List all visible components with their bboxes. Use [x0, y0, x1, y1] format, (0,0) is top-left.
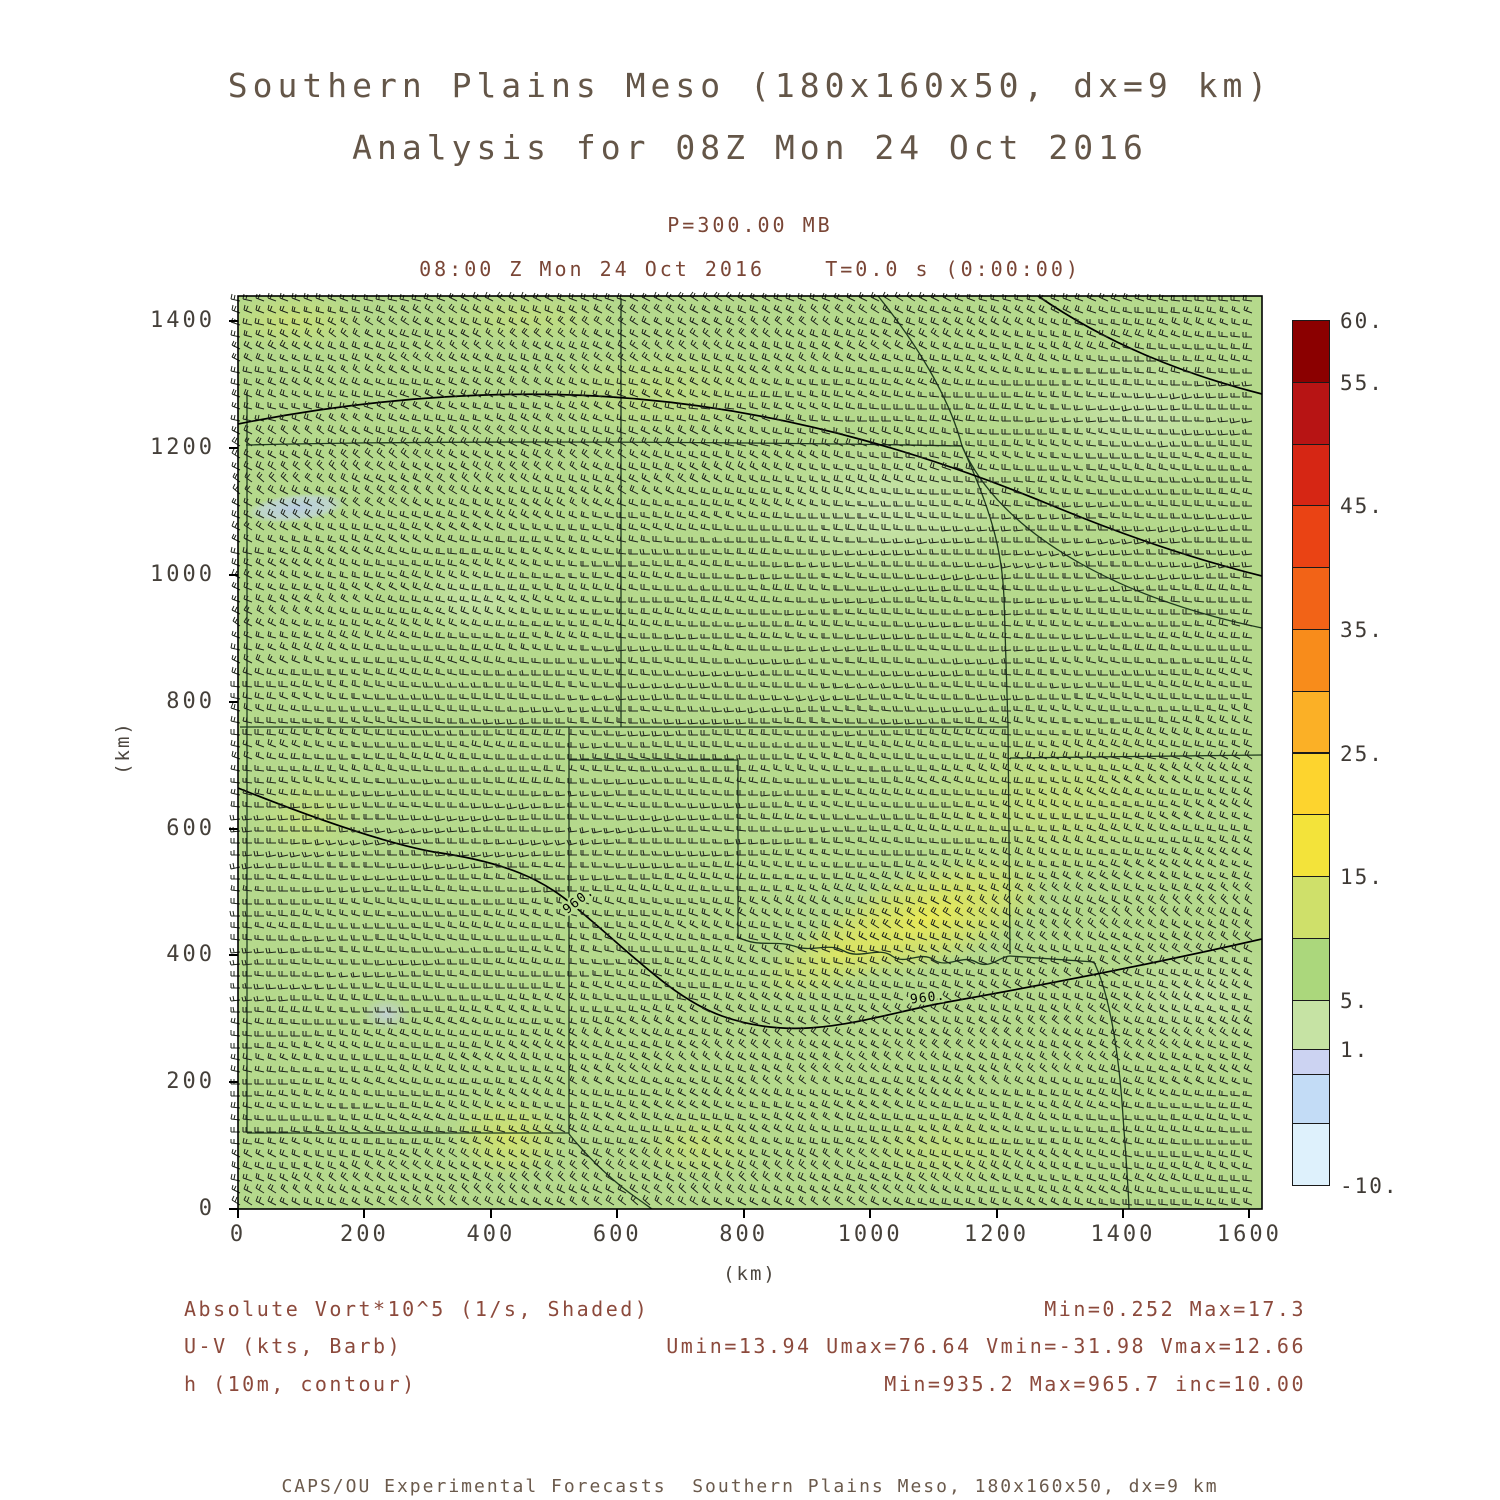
plot-frame [237, 295, 1263, 1210]
y-tick-label: 0 [198, 1196, 215, 1221]
y-tick-label: 1200 [150, 435, 215, 461]
title-line-1: Southern Plains Meso (180x160x50, dx=9 k… [227, 66, 1273, 105]
colorbar-cell [1292, 320, 1330, 383]
colorbar-cell [1292, 814, 1330, 878]
x-tick-label: 1400 [1090, 1222, 1156, 1247]
colorbar-cell [1292, 876, 1330, 939]
y-tick [229, 573, 238, 576]
x-tick [1121, 1209, 1124, 1218]
stats-wind: Umin=13.94 Umax=76.64 Vmin=-31.98 Vmax=1… [666, 1334, 1306, 1358]
x-tick-label: 1600 [1216, 1222, 1282, 1247]
colorbar-cell [1292, 567, 1330, 630]
x-tick-label: 200 [340, 1222, 389, 1247]
colorbar-cell [1292, 1049, 1330, 1075]
x-tick [742, 1209, 745, 1218]
y-tick [229, 700, 238, 703]
legend-shaded-field: Absolute Vort*10^5 (1/s, Shaded) [184, 1297, 650, 1321]
x-tick [363, 1209, 366, 1218]
x-tick [995, 1209, 998, 1218]
x-tick [489, 1209, 492, 1218]
y-tick-label: 600 [166, 815, 215, 841]
colorbar-tick-label: 55. [1340, 370, 1384, 395]
colorbar-cell [1292, 937, 1330, 1001]
pressure-level-label: P=300.00 MB [667, 213, 833, 237]
y-tick-label: 400 [166, 942, 215, 968]
y-tick [229, 954, 238, 957]
map-plot: 960. 960. [229, 291, 1263, 1210]
x-tick [869, 1209, 872, 1218]
x-tick [1248, 1209, 1251, 1218]
colorbar-cell [1292, 752, 1330, 816]
y-tick-label: 1000 [150, 561, 215, 587]
y-tick [229, 447, 238, 450]
colorbar-tick-label: 1. [1340, 1038, 1370, 1063]
colorbar-tick-label: 35. [1340, 617, 1384, 642]
legend-height-contour: h (10m, contour) [184, 1372, 417, 1396]
wind-barbs [229, 291, 1253, 1206]
stats-height: Min=935.2 Max=965.7 inc=10.00 [884, 1372, 1306, 1396]
x-axis-label: (km) [723, 1263, 777, 1285]
x-tick-label: 0 [229, 1222, 247, 1247]
y-tick [229, 827, 238, 830]
x-tick-label: 600 [592, 1222, 642, 1247]
stats-vorticity: Min=0.252 Max=17.3 [1044, 1297, 1306, 1321]
colorbar-tick-label: -10. [1340, 1174, 1399, 1198]
colorbar-tick-label: 5. [1340, 988, 1370, 1013]
y-tick [229, 1208, 238, 1210]
colorbar-tick-label: 45. [1340, 494, 1384, 519]
y-tick [229, 1081, 238, 1084]
colorbar-cell [1292, 1123, 1330, 1186]
footer-credit: CAPS/OU Experimental Forecasts Southern … [281, 1476, 1219, 1497]
colorbar-cell [1292, 381, 1330, 445]
colorbar-cell [1292, 1073, 1330, 1125]
title-line-2: Analysis for 08Z Mon 24 Oct 2016 [352, 128, 1148, 167]
colorbar-cell [1292, 443, 1330, 507]
colorbar-cell [1292, 628, 1330, 692]
y-axis-label: (km) [111, 721, 134, 775]
y-tick-label: 800 [166, 688, 215, 714]
x-tick-label: 400 [466, 1222, 516, 1247]
valid-time-label: 08:00 Z Mon 24 Oct 2016 T=0.0 s (0:00:00… [419, 257, 1081, 281]
y-tick-label: 1400 [150, 308, 215, 334]
colorbar-tick-label: 60. [1340, 309, 1384, 333]
colorbar-tick-label: 25. [1340, 741, 1384, 766]
colorbar-cell [1292, 690, 1330, 754]
legend-wind-barbs: U-V (kts, Barb) [184, 1334, 403, 1358]
y-tick [229, 320, 238, 323]
colorbar-cell [1292, 505, 1330, 569]
colorbar-cell [1292, 999, 1330, 1051]
colorbar-tick-label: 15. [1340, 865, 1384, 890]
x-tick [237, 1209, 239, 1218]
x-tick [616, 1209, 619, 1218]
x-tick-label: 800 [719, 1222, 769, 1247]
y-tick-label: 200 [166, 1069, 215, 1095]
x-tick-label: 1000 [837, 1222, 903, 1247]
x-tick-label: 1200 [964, 1222, 1029, 1247]
